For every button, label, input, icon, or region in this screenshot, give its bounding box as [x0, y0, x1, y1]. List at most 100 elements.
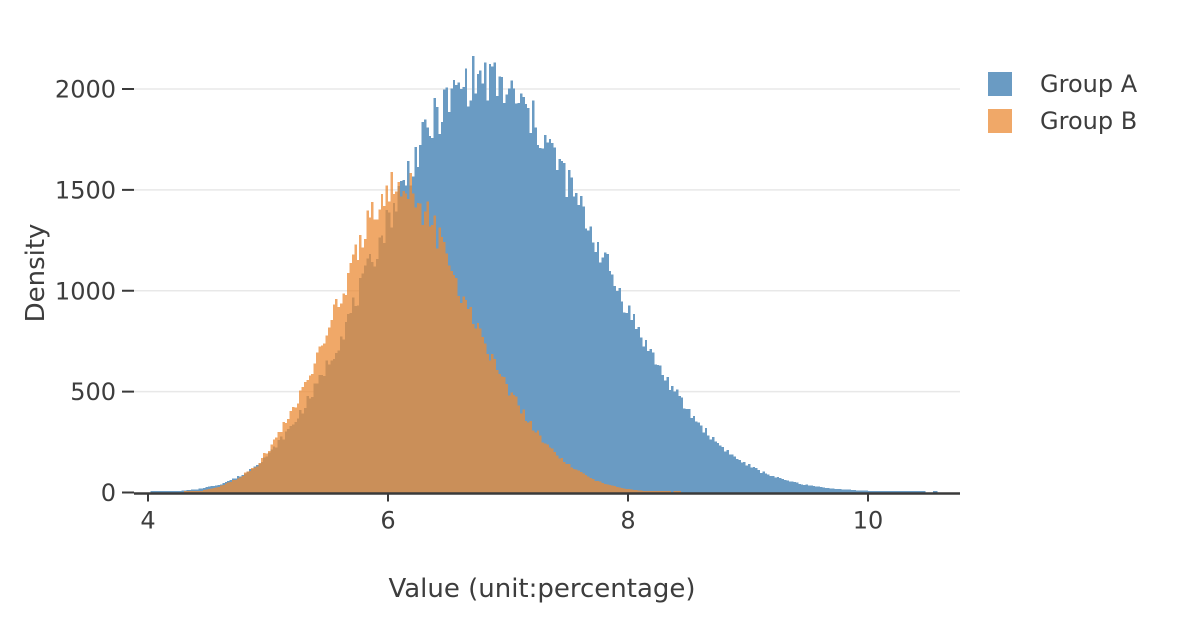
histogram-bar[interactable] [642, 490, 645, 493]
histogram-bar[interactable] [476, 74, 480, 493]
histogram-bar[interactable] [678, 491, 681, 493]
histogram-bar[interactable] [575, 192, 578, 493]
histogram-bar[interactable] [755, 468, 758, 493]
histogram-bar[interactable] [824, 487, 828, 493]
histogram-bar[interactable] [666, 377, 669, 493]
histogram-bar[interactable] [661, 374, 664, 493]
histogram-bar[interactable] [762, 471, 765, 493]
histogram-bar[interactable] [356, 259, 360, 493]
histogram-bar[interactable] [556, 455, 559, 493]
histogram-bar[interactable] [412, 193, 415, 493]
histogram-bar[interactable] [196, 491, 199, 493]
histogram-bar[interactable] [376, 219, 379, 493]
histogram-bar[interactable] [479, 328, 482, 493]
histogram-bar[interactable] [527, 422, 530, 493]
histogram-bar[interactable] [337, 307, 340, 493]
histogram-bar[interactable] [532, 100, 535, 493]
histogram-bar[interactable] [270, 444, 273, 493]
histogram-bar[interactable] [260, 457, 264, 493]
histogram-bar[interactable] [330, 319, 333, 493]
histogram-bar[interactable] [844, 489, 847, 493]
histogram-bar[interactable] [656, 491, 660, 493]
histogram-bar[interactable] [539, 148, 542, 493]
histogram-bar[interactable] [320, 345, 324, 493]
histogram-bar[interactable] [860, 490, 864, 493]
histogram-bar[interactable] [587, 230, 590, 493]
histogram-bar[interactable] [203, 487, 206, 493]
histogram-bar[interactable] [200, 488, 204, 493]
histogram-bar[interactable] [277, 432, 280, 493]
histogram-bar[interactable] [498, 373, 501, 493]
histogram-bar[interactable] [220, 485, 223, 493]
histogram-bar[interactable] [541, 148, 544, 493]
histogram-bar[interactable] [496, 96, 499, 493]
histogram-bar[interactable] [558, 458, 561, 493]
histogram-bar[interactable] [313, 363, 316, 493]
histogram-bar[interactable] [697, 422, 700, 493]
histogram-bar[interactable] [606, 484, 609, 493]
histogram-bar[interactable] [325, 335, 328, 493]
histogram-bar[interactable] [340, 303, 343, 493]
histogram-bar[interactable] [712, 437, 715, 493]
histogram-bar[interactable] [239, 477, 242, 493]
histogram-bar[interactable] [640, 337, 643, 493]
histogram-bar[interactable] [395, 191, 398, 493]
histogram-bar[interactable] [692, 415, 696, 493]
histogram-bar[interactable] [181, 490, 184, 493]
histogram-bar[interactable] [292, 406, 295, 493]
histogram-bar[interactable] [620, 487, 624, 493]
histogram-bar[interactable] [887, 491, 890, 493]
histogram-bar[interactable] [503, 376, 506, 493]
histogram-bar[interactable] [642, 346, 645, 493]
histogram-bar[interactable] [409, 173, 412, 493]
histogram-bar[interactable] [210, 488, 213, 493]
histogram-bar[interactable] [630, 489, 633, 493]
histogram-bar[interactable] [522, 97, 525, 493]
histogram-bar[interactable] [253, 467, 256, 493]
histogram-bar[interactable] [323, 343, 326, 493]
histogram-bar[interactable] [493, 358, 496, 493]
histogram-bar[interactable] [628, 305, 631, 493]
histogram-bar[interactable] [654, 491, 657, 493]
histogram-bar[interactable] [731, 454, 734, 493]
histogram-bar[interactable] [580, 471, 583, 493]
histogram-bar[interactable] [251, 468, 254, 493]
histogram-bar[interactable] [505, 383, 508, 493]
histogram-bar[interactable] [308, 375, 312, 493]
histogram-bar[interactable] [344, 294, 348, 493]
histogram-bar[interactable] [203, 490, 206, 493]
histogram-bar[interactable] [848, 489, 852, 493]
plot-area[interactable] [150, 56, 938, 493]
histogram-bar[interactable] [272, 439, 276, 493]
histogram-bar[interactable] [820, 486, 823, 493]
histogram-bar[interactable] [186, 491, 189, 493]
histogram-bar[interactable] [724, 451, 727, 493]
histogram-bar[interactable] [268, 450, 271, 493]
histogram-bar[interactable] [553, 147, 556, 493]
histogram-bar[interactable] [152, 491, 156, 493]
histogram-bar[interactable] [500, 77, 504, 493]
histogram-bar[interactable] [287, 418, 290, 493]
histogram-bar[interactable] [373, 219, 376, 493]
histogram-bar[interactable] [659, 365, 662, 493]
histogram-bar[interactable] [318, 346, 321, 493]
legend-item-group-b[interactable]: Group B [988, 107, 1137, 135]
histogram-bar[interactable] [772, 476, 775, 493]
histogram-bar[interactable] [904, 491, 907, 493]
histogram-bar[interactable] [354, 244, 357, 493]
histogram-bar[interactable] [486, 354, 489, 493]
histogram-bar[interactable] [625, 489, 628, 493]
histogram-bar[interactable] [304, 382, 307, 493]
histogram-bar[interactable] [544, 443, 547, 493]
histogram-bar[interactable] [515, 103, 518, 493]
histogram-bar[interactable] [301, 387, 304, 493]
histogram-bar[interactable] [572, 196, 576, 493]
histogram-bar[interactable] [673, 391, 676, 493]
histogram-bar[interactable] [433, 215, 436, 493]
histogram-bar[interactable] [587, 476, 590, 493]
series-group-b-bars[interactable] [184, 172, 681, 493]
histogram-bar[interactable] [596, 241, 600, 493]
histogram-bar[interactable] [462, 87, 465, 493]
histogram-bar[interactable] [469, 307, 472, 493]
histogram-bar[interactable] [560, 160, 564, 493]
